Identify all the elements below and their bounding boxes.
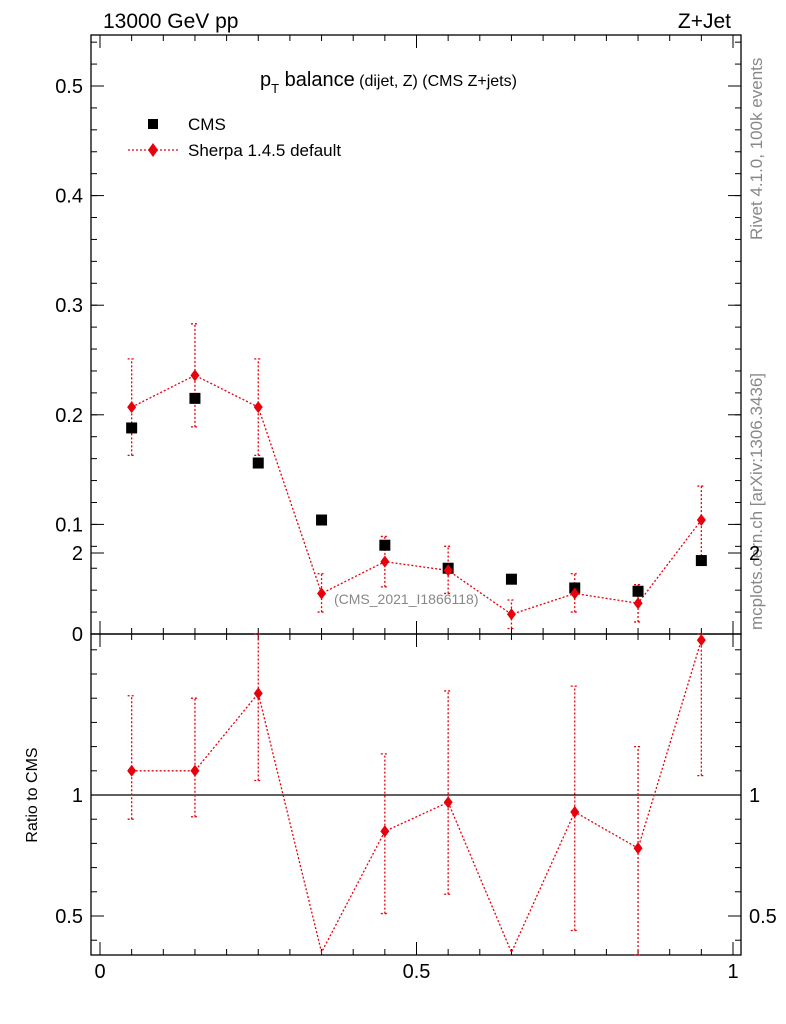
ratio-y-tick-label: 1	[72, 785, 83, 807]
mc-data-point	[253, 401, 263, 414]
ratio-y-tick-label-right: 0.5	[749, 906, 777, 928]
main-y-tick-label: 0.3	[55, 295, 83, 317]
ratio-x-tick-label: 1	[727, 961, 738, 983]
ratio-data-point	[380, 825, 390, 838]
cms-data-point	[126, 422, 138, 434]
header-left: 13000 GeV pp	[103, 10, 238, 33]
main-y-tick-label: 0.4	[55, 186, 83, 208]
mc-series-line	[131, 374, 702, 615]
ratio-y-tick-label-right: 1	[749, 785, 760, 807]
analysis-watermark: (CMS_2021_I1866118)	[334, 591, 479, 607]
ratio-y-tick-label-right: 2	[749, 543, 760, 565]
ratio-data-point	[696, 634, 706, 647]
mc-data-point	[443, 564, 453, 577]
legend-mc-label: Sherpa 1.4.5 default	[188, 141, 341, 160]
cms-data-point	[505, 573, 517, 585]
ratio-data-point	[190, 764, 200, 777]
cms-data-point	[695, 555, 707, 567]
ratio-data-point	[253, 687, 263, 700]
ratio-y-tick-label: 2	[72, 543, 83, 565]
mc-data-point	[127, 401, 137, 414]
main-y-tick-label: 0.5	[55, 76, 83, 98]
ratio-data-point	[570, 805, 580, 818]
header-right: Z+Jet	[678, 10, 731, 33]
ratio-series-line	[131, 639, 702, 955]
rivet-label: Rivet 4.1.0, 100k events	[747, 58, 766, 240]
mc-data-point	[380, 555, 390, 568]
ratio-y-tick-label: 0.5	[55, 906, 83, 928]
cms-data-point	[189, 392, 201, 404]
ratio-marks	[127, 633, 706, 956]
main-axes: 0 0.1 0.2 0.3 0.4 0.5	[55, 34, 742, 646]
ratio-axes: 0.5 0.5 1 1 2 2 0 0.5 1	[55, 543, 777, 983]
cms-data-point	[316, 514, 328, 526]
ratio-x-tick-label: 0	[94, 961, 105, 983]
ratio-ylabel: Ratio to CMS	[24, 747, 41, 842]
mc-data-point	[317, 587, 327, 600]
mc-data-point	[696, 514, 706, 527]
ratio-data-point	[633, 842, 643, 855]
cms-data-point	[379, 539, 391, 551]
main-y-tick-label: 0.1	[55, 514, 83, 536]
legend-data-marker	[148, 119, 158, 129]
mcplots-label: mcplots.cern.ch [arXiv:1306.3436]	[747, 373, 766, 630]
legend-mc-marker	[148, 143, 158, 157]
ratio-data-point	[443, 796, 453, 809]
mc-data-point	[190, 369, 200, 382]
ratio-x-tick-label: 0.5	[403, 961, 431, 983]
legend-data-label: CMS	[188, 115, 226, 134]
chart-title: pT balance (dijet, Z) (CMS Z+jets)	[260, 69, 517, 96]
mc-data-point	[506, 608, 516, 621]
cms-data-point	[632, 585, 644, 597]
main-marks	[126, 323, 707, 630]
main-y-tick-label: 0.2	[55, 405, 83, 427]
mc-data-point	[633, 597, 643, 610]
cms-data-point	[252, 457, 264, 469]
mc-data-point	[570, 587, 580, 600]
main-y-tick-label: 0	[72, 624, 83, 646]
ratio-data-point	[127, 764, 137, 777]
